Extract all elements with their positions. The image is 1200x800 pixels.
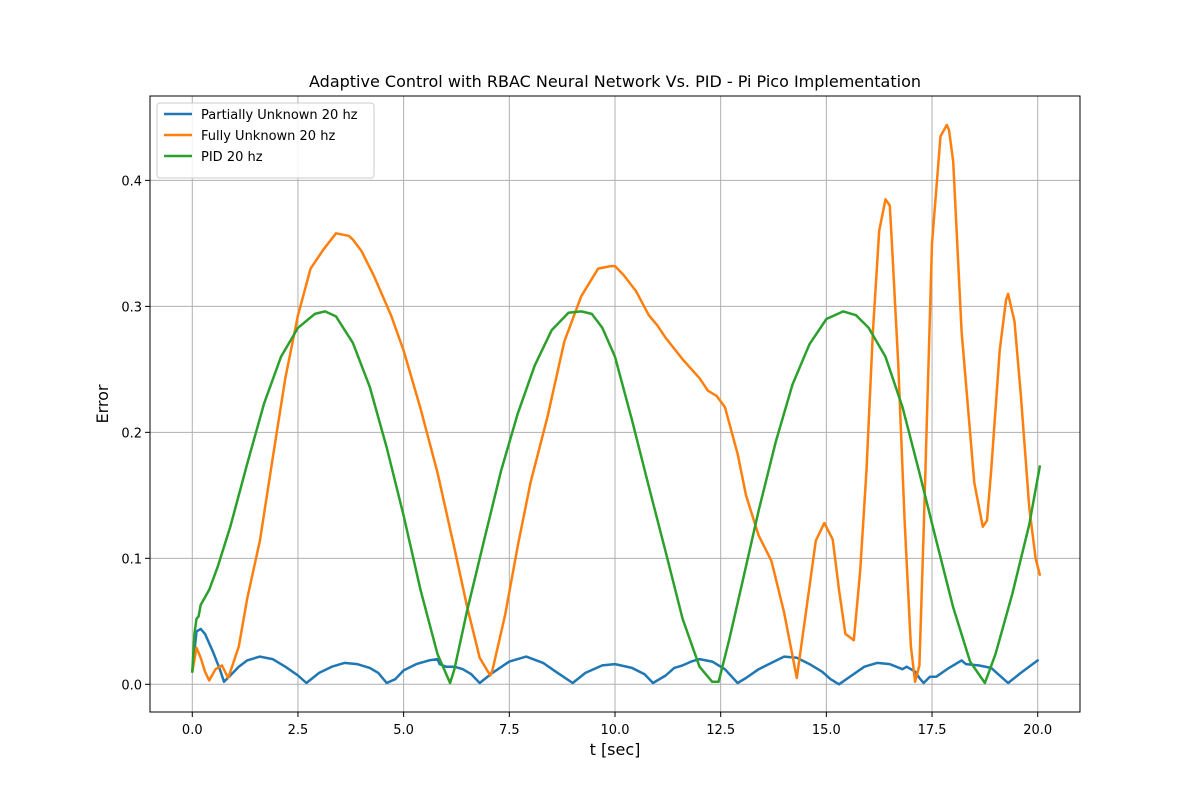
y-tick-label: 0.1 [121,552,142,567]
y-axis-label: Error [93,384,112,423]
y-tick-label: 0.2 [121,426,142,441]
grid [150,96,1080,712]
x-tick-label: 7.5 [499,723,520,738]
legend: Partially Unknown 20 hz Fully Unknown 20 … [156,102,375,179]
x-tick-label: 15.0 [812,723,841,738]
x-axis-label: t [sec] [590,740,641,759]
x-tick-label: 10.0 [601,723,630,738]
y-tick-label: 0.4 [121,174,142,189]
legend-label: Partially Unknown 20 hz [201,108,358,123]
axis-ticks: 0.0 2.5 5.0 7.5 10.0 12.5 15.0 17.5 20.0 0.0 0.1 0.… [121,174,1052,738]
series-line-3 [191,310,1042,685]
x-tick-label: 12.5 [706,723,735,738]
x-tick-label: 2.5 [288,723,309,738]
legend-label: PID 20 hz [201,150,263,165]
chart-title: Adaptive Control with RBAC Neural Networ… [309,72,921,91]
x-tick-label: 5.0 [393,723,414,738]
y-tick-label: 0.3 [121,300,142,315]
series-line-2 [191,123,1042,684]
x-tick-label: 20.0 [1023,723,1052,738]
series-line-1 [191,627,1039,686]
x-tick-label: 0.0 [182,723,203,738]
x-tick-label: 17.5 [918,723,947,738]
series-lines [191,123,1042,686]
legend-label: Fully Unknown 20 hz [201,129,335,144]
legend-box [156,102,375,179]
y-tick-label: 0.0 [121,678,142,693]
